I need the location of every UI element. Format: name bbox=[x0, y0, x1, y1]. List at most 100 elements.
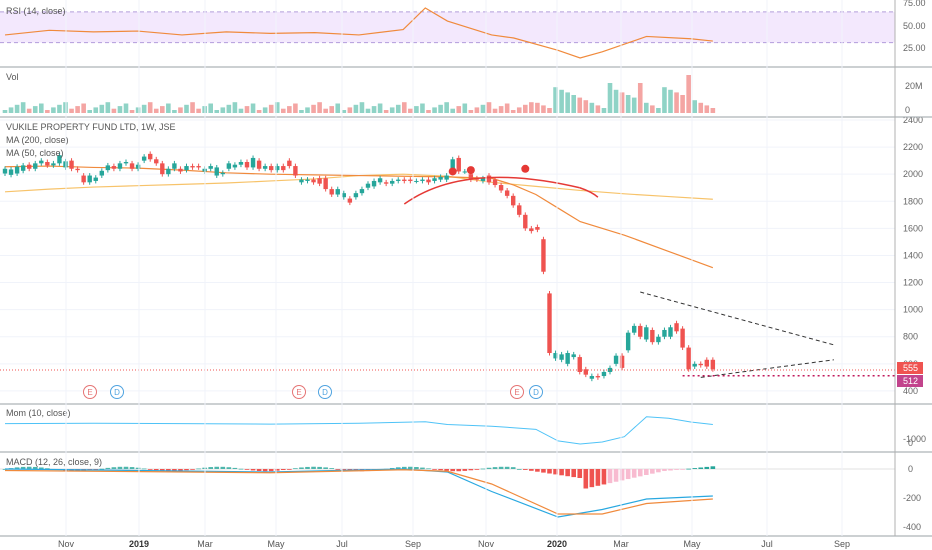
x-tick-label: 2020 bbox=[547, 539, 567, 549]
x-tick-label: Sep bbox=[405, 539, 421, 549]
volume-bar bbox=[644, 102, 649, 113]
macd-histogram-bar bbox=[680, 469, 685, 470]
x-tick-label: Jul bbox=[336, 539, 348, 549]
triangle-upper-line bbox=[640, 291, 834, 346]
volume-bar bbox=[268, 104, 274, 113]
event-marker bbox=[292, 385, 306, 399]
candle bbox=[619, 355, 625, 368]
volume-bar bbox=[238, 108, 244, 113]
candle bbox=[650, 329, 655, 343]
pattern-dot bbox=[448, 167, 457, 176]
candle bbox=[523, 214, 528, 229]
volume-bar bbox=[529, 102, 534, 113]
macd-histogram-bar bbox=[317, 466, 322, 469]
volume-bar bbox=[32, 106, 38, 113]
candle bbox=[14, 166, 20, 174]
volume-bar bbox=[504, 103, 510, 113]
macd-histogram-bar bbox=[305, 466, 310, 469]
event-marker-label: E bbox=[296, 388, 301, 397]
vol-tick: 0 bbox=[905, 105, 910, 115]
volume-bar bbox=[335, 103, 341, 113]
price-tick: 1000 bbox=[903, 305, 923, 315]
candle bbox=[341, 193, 346, 198]
volume-bar bbox=[559, 89, 564, 113]
macd-histogram-bar bbox=[129, 467, 135, 469]
macd-histogram-bar bbox=[244, 469, 250, 470]
candle bbox=[383, 182, 389, 184]
candle bbox=[625, 332, 631, 351]
candle bbox=[390, 180, 395, 184]
candle bbox=[45, 161, 50, 166]
rsi-tick: 75.00 bbox=[903, 0, 926, 8]
x-axis: Nov 2019 Mar May Jul Sep Nov 2020 Mar May Jul Sep bbox=[58, 539, 850, 549]
candle bbox=[595, 376, 601, 378]
candle bbox=[456, 157, 461, 172]
macd-histogram-bar bbox=[281, 469, 286, 470]
volume-bar bbox=[450, 108, 455, 113]
candle bbox=[117, 163, 123, 169]
macd-histogram-bar bbox=[402, 466, 407, 469]
candle bbox=[444, 175, 449, 180]
volume-bar bbox=[541, 105, 546, 113]
volume-bar bbox=[123, 103, 129, 113]
volume-bar bbox=[117, 106, 123, 113]
macd-histogram-bar bbox=[510, 467, 516, 469]
volume-bar bbox=[208, 103, 213, 113]
candle bbox=[632, 325, 637, 333]
candle bbox=[365, 183, 371, 188]
volume-bar bbox=[8, 107, 14, 113]
price-panel: 4006008001000120014001600180020002200240… bbox=[0, 115, 923, 399]
rsi-tick: 25.00 bbox=[903, 43, 926, 53]
volume-bar bbox=[662, 87, 667, 113]
price-tick: 2000 bbox=[903, 169, 923, 179]
volume-bar bbox=[20, 102, 26, 113]
macd-histogram-bar bbox=[93, 469, 99, 470]
volume-bar bbox=[178, 107, 183, 113]
volume-bar bbox=[577, 97, 583, 113]
volume-bar bbox=[323, 108, 328, 113]
candle bbox=[75, 168, 80, 171]
volume-bar bbox=[637, 83, 643, 113]
candle bbox=[244, 161, 250, 168]
candle bbox=[638, 325, 643, 337]
candle bbox=[601, 371, 607, 377]
volume-bar bbox=[607, 83, 613, 113]
x-tick-label: Mar bbox=[613, 539, 629, 549]
macd-histogram-bar bbox=[486, 467, 492, 469]
macd-histogram-bar bbox=[341, 469, 347, 470]
macd-histogram-bar bbox=[541, 469, 546, 473]
volume-bar bbox=[613, 89, 619, 113]
macd-histogram-bar bbox=[184, 469, 189, 471]
candle bbox=[281, 166, 286, 171]
event-marker bbox=[510, 385, 524, 399]
volume-bar bbox=[462, 103, 468, 113]
price-tick: 1800 bbox=[903, 196, 923, 206]
macd-histogram-bar bbox=[625, 469, 631, 480]
macd-histogram-bar bbox=[293, 468, 298, 470]
candle bbox=[287, 160, 292, 167]
macd-histogram-bar bbox=[166, 469, 171, 472]
volume-bar bbox=[69, 108, 74, 113]
volume-bar bbox=[619, 92, 625, 113]
volume-bar bbox=[141, 104, 147, 113]
volume-bar bbox=[226, 104, 232, 113]
macd-histogram-bar bbox=[123, 466, 129, 469]
macd-line bbox=[4, 468, 713, 518]
macd-histogram-bar bbox=[656, 469, 661, 473]
candle bbox=[323, 178, 328, 190]
candle bbox=[135, 164, 141, 169]
macd-histogram-bar bbox=[160, 469, 165, 471]
volume-bar bbox=[601, 108, 607, 113]
volume-bar bbox=[305, 107, 310, 113]
volume-bar bbox=[244, 106, 250, 113]
macd-histogram-bar bbox=[287, 469, 292, 470]
volume-bar bbox=[589, 102, 595, 113]
volume-bar bbox=[93, 107, 99, 113]
volume-bar bbox=[359, 102, 365, 113]
macd-histogram-bar bbox=[268, 469, 274, 472]
volume-bar bbox=[704, 105, 710, 113]
x-tick-label: May bbox=[683, 539, 701, 549]
candle bbox=[81, 175, 86, 183]
macd-histogram-bar bbox=[32, 466, 38, 469]
